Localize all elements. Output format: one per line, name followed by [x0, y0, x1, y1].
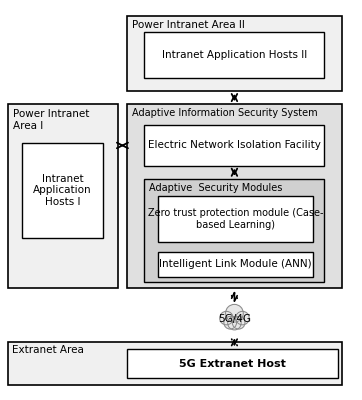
Bar — [158, 252, 313, 276]
Bar — [158, 196, 313, 242]
Bar — [127, 16, 342, 91]
Circle shape — [232, 316, 245, 329]
Circle shape — [236, 311, 249, 325]
Text: Power Intranet
Area I: Power Intranet Area I — [13, 109, 90, 131]
Bar — [22, 142, 103, 238]
Text: Adaptive Information Security System: Adaptive Information Security System — [132, 108, 317, 118]
Bar — [127, 349, 338, 378]
Text: Intranet Application Hosts II: Intranet Application Hosts II — [162, 50, 307, 60]
Bar — [127, 104, 342, 288]
Circle shape — [220, 311, 233, 325]
Text: Extranet Area: Extranet Area — [12, 346, 84, 356]
Circle shape — [226, 304, 243, 322]
Text: Electric Network Isolation Facility: Electric Network Isolation Facility — [148, 140, 321, 150]
Bar — [144, 179, 324, 282]
Bar — [8, 342, 342, 385]
Bar — [144, 125, 324, 166]
Text: Zero trust protection module (Case-
based Learning): Zero trust protection module (Case- base… — [148, 208, 323, 230]
Circle shape — [224, 316, 236, 329]
Text: Adaptive  Security Modules: Adaptive Security Modules — [149, 183, 283, 193]
Circle shape — [228, 316, 241, 330]
Text: 5G/4G: 5G/4G — [218, 314, 251, 324]
Text: 5G Extranet Host: 5G Extranet Host — [179, 359, 286, 369]
Bar — [8, 104, 118, 288]
Bar — [144, 32, 324, 78]
Text: Power Intranet Area II: Power Intranet Area II — [132, 20, 245, 30]
Text: Intelligent Link Module (ANN): Intelligent Link Module (ANN) — [159, 259, 312, 269]
Text: Intranet
Application
Hosts I: Intranet Application Hosts I — [33, 174, 92, 207]
